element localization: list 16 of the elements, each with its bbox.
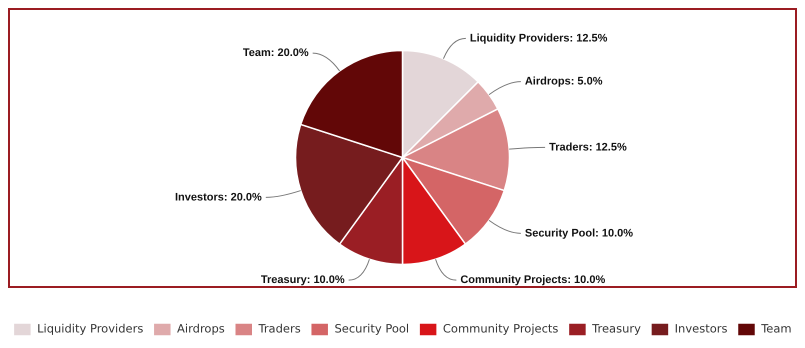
- legend-label: Team: [760, 321, 792, 336]
- data-label: Security Pool: 10.0%: [524, 227, 634, 240]
- data-label: Traders: 12.5%: [549, 141, 627, 154]
- legend-label: Treasury: [591, 321, 642, 336]
- legend-label: Security Pool: [334, 321, 410, 336]
- legend-label: Traders: [258, 321, 301, 336]
- legend-label: Community Projects: [442, 321, 558, 336]
- data-label: Liquidity Providers: 12.5%: [470, 32, 608, 44]
- data-label: Airdrops: 5.0%: [524, 76, 603, 88]
- legend-label: Liquidity Providers: [37, 321, 144, 336]
- data-label: Team: 20.0%: [242, 47, 309, 60]
- legend-label: Airdrops: [177, 321, 225, 336]
- data-label: Investors: 20.0%: [174, 191, 262, 204]
- data-label: Treasury: 10.0%: [260, 274, 345, 286]
- data-label: Community Projects: 10.0%: [460, 274, 606, 286]
- legend-label: Investors: [674, 321, 728, 336]
